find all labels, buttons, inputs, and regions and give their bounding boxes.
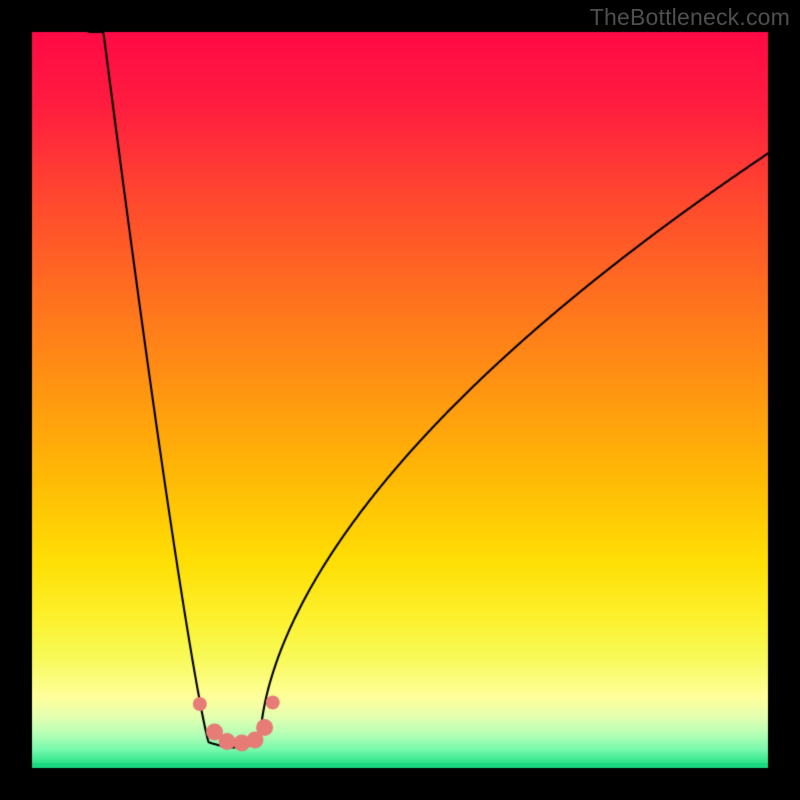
bottleneck-chart-canvas	[0, 0, 800, 800]
watermark-text: TheBottleneck.com	[590, 4, 790, 31]
chart-stage: TheBottleneck.com	[0, 0, 800, 800]
